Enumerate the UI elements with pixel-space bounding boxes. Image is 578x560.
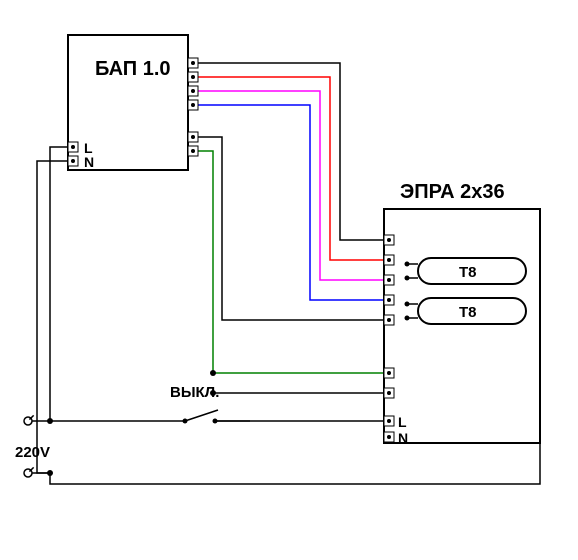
svg-text:L: L [398,414,407,430]
svg-text:N: N [84,154,94,170]
svg-text:БАП 1.0: БАП 1.0 [95,58,171,80]
svg-text:220V: 220V [15,444,50,461]
svg-text:T8: T8 [459,304,477,321]
svg-text:ВЫКЛ.: ВЫКЛ. [170,384,219,401]
svg-text:T8: T8 [459,264,477,281]
svg-text:N: N [398,430,408,446]
svg-text:ЭПРА 2x36: ЭПРА 2x36 [400,181,505,203]
